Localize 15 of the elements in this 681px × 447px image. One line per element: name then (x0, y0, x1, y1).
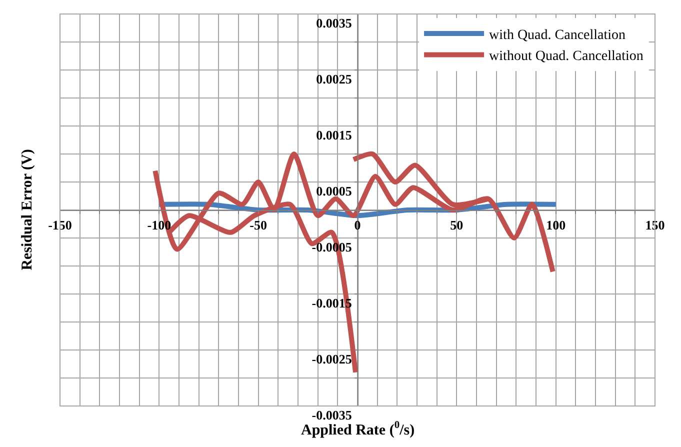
x-tick-label: -50 (250, 218, 267, 233)
y-tick-label: 0.0015 (316, 128, 352, 143)
x-axis-title: Applied Rate ($^{0}$/s) (301, 420, 415, 438)
y-tick-label: 0.0025 (316, 72, 352, 87)
y-tick-label: -0.0025 (312, 352, 352, 367)
y-tick-label: 0.0005 (316, 184, 352, 199)
legend-label: without Quad. Cancellation (489, 49, 644, 64)
x-tick-label: 50 (450, 218, 464, 233)
y-axis-title: Residual Error (V) (19, 149, 36, 270)
y-tick-label: -0.0035 (312, 408, 352, 423)
x-tick-label: 150 (645, 218, 665, 233)
y-tick-label: 0.0035 (316, 16, 352, 31)
x-tick-label: 100 (546, 218, 566, 233)
legend-label: with Quad. Cancellation (489, 28, 626, 43)
x-tick-label: 0 (354, 218, 361, 233)
